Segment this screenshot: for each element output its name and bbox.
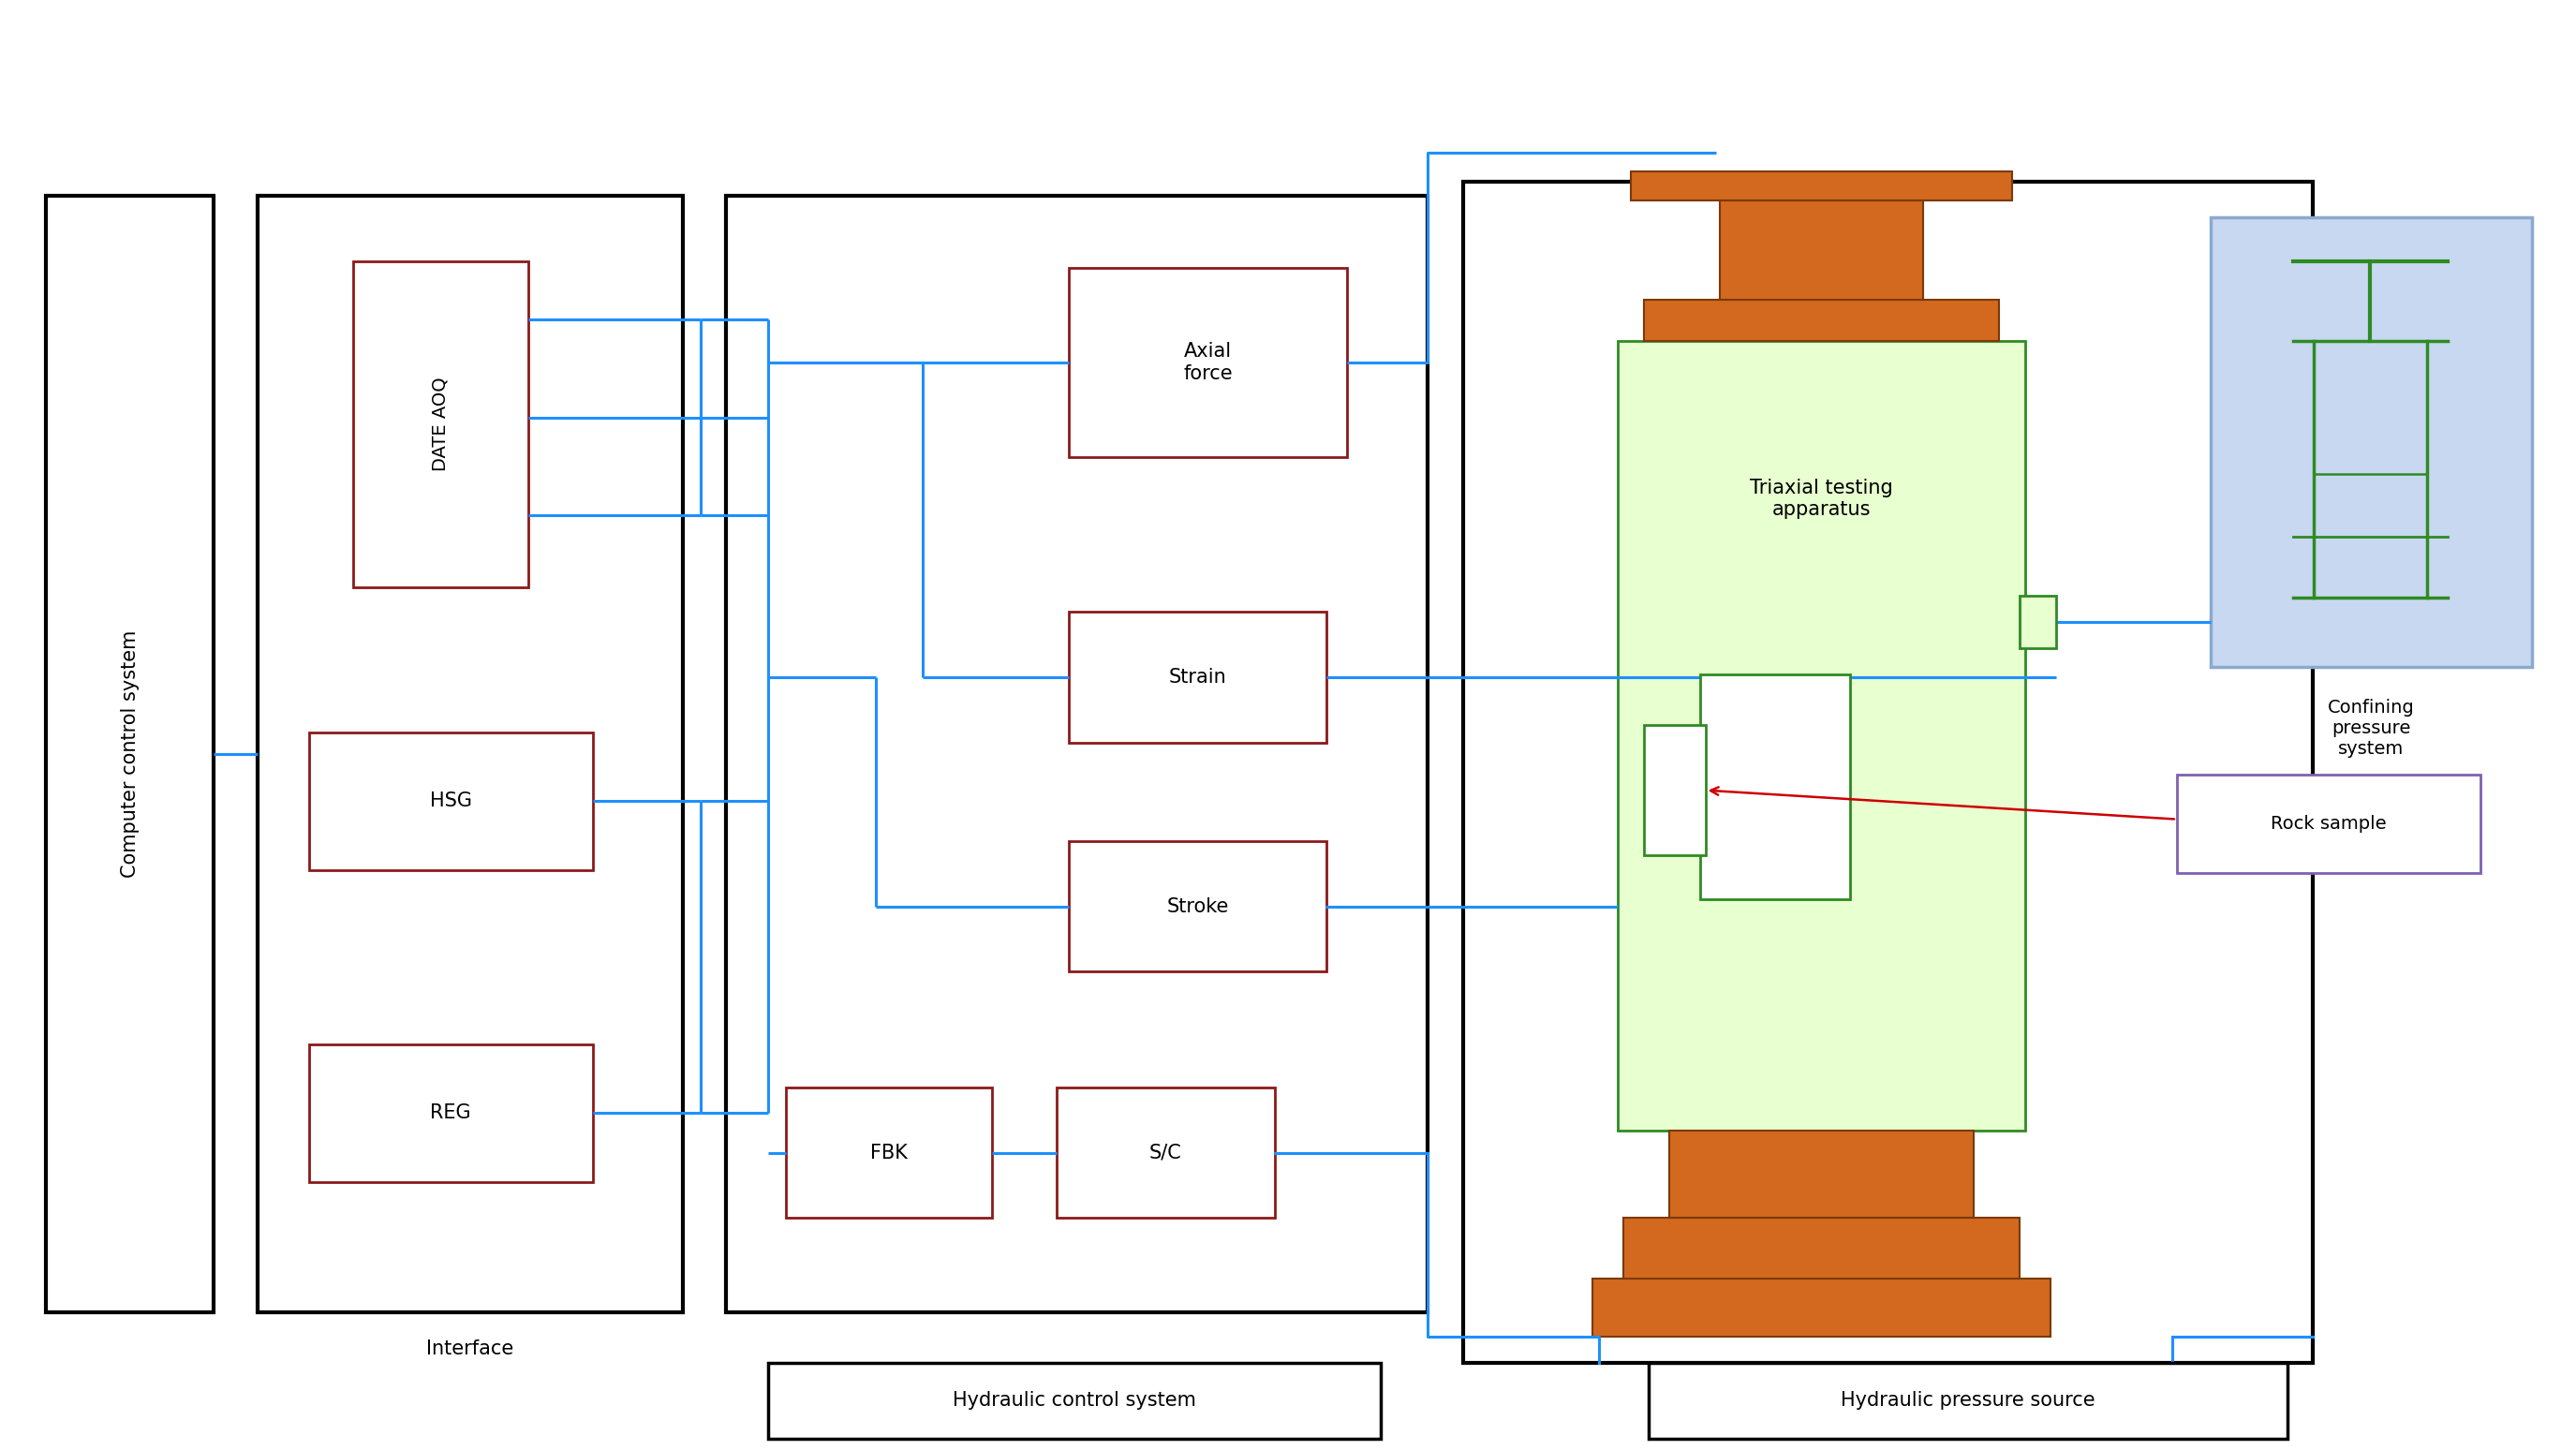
Bar	[1700, 674, 1850, 899]
Bar	[1463, 181, 2313, 1363]
Bar	[1643, 300, 1999, 341]
Text: HSG: HSG	[430, 792, 471, 811]
Text: REG: REG	[430, 1103, 471, 1122]
Bar	[353, 261, 528, 587]
Bar	[768, 1363, 1381, 1438]
Text: Loading system: Loading system	[1811, 1391, 1965, 1408]
Bar	[46, 196, 214, 1312]
Bar	[1631, 171, 2012, 200]
Bar	[2210, 217, 2532, 667]
Bar	[2020, 596, 2056, 648]
Bar	[1592, 1279, 2050, 1337]
Text: Hydraulic pressure source: Hydraulic pressure source	[1842, 1392, 2094, 1409]
Bar	[1649, 1363, 2287, 1438]
Bar	[1618, 341, 2025, 1131]
Bar	[258, 196, 683, 1312]
Bar	[1669, 1131, 1973, 1218]
Bar	[1643, 725, 1705, 855]
Bar	[1069, 612, 1327, 742]
Text: Interface: Interface	[428, 1340, 513, 1357]
Text: S/C: S/C	[1149, 1144, 1182, 1161]
Text: Axial
force: Axial force	[1182, 342, 1234, 383]
Bar	[1069, 268, 1347, 457]
Text: Rock sample: Rock sample	[2272, 815, 2385, 832]
Text: Triaxial testing
apparatus: Triaxial testing apparatus	[1749, 478, 1893, 519]
Text: Hydraulic control system: Hydraulic control system	[953, 1392, 1195, 1409]
Bar	[2177, 774, 2481, 873]
Bar	[1721, 200, 1922, 304]
Bar	[726, 196, 1427, 1312]
Text: Strain: Strain	[1170, 668, 1226, 686]
Bar	[786, 1088, 992, 1218]
Text: DATE AOQ: DATE AOQ	[433, 377, 448, 471]
Bar	[1056, 1088, 1275, 1218]
Text: FBK: FBK	[871, 1144, 907, 1161]
Bar	[309, 732, 592, 870]
Bar	[1069, 841, 1327, 972]
Text: Computer control system: Computer control system	[121, 631, 139, 877]
Bar	[309, 1044, 592, 1182]
Text: Stroke: Stroke	[1167, 898, 1229, 915]
Text: Confining
pressure
system: Confining pressure system	[2329, 699, 2414, 757]
Bar	[1623, 1218, 2020, 1279]
